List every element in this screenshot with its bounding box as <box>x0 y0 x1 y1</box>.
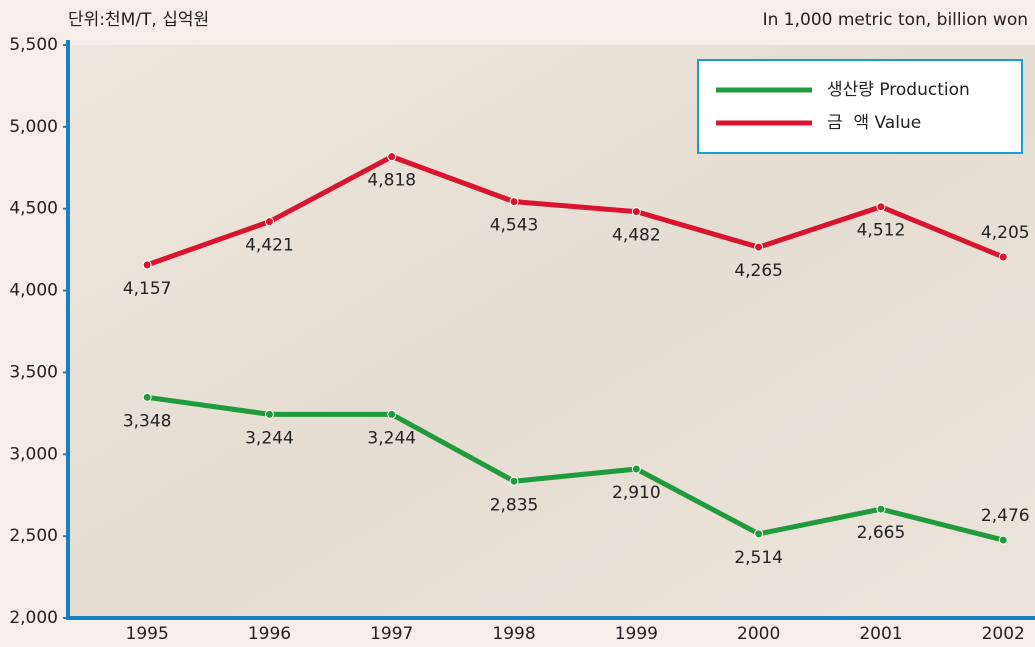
point <box>265 410 273 418</box>
x-tick-label: 1997 <box>370 624 413 644</box>
y-tick-label: 2,000 <box>9 608 58 628</box>
x-tick-label: 1995 <box>126 624 169 644</box>
value-label: 2,665 <box>857 523 906 543</box>
point <box>755 530 763 538</box>
value-label: 3,244 <box>245 428 294 448</box>
y-tick-label: 5,000 <box>9 117 58 137</box>
unit-label-ko: 단위:천M/T, 십억원 <box>68 10 209 30</box>
y-tick-label: 4,000 <box>9 281 58 301</box>
y-tick-label: 3,000 <box>9 444 58 464</box>
point <box>999 253 1007 261</box>
point <box>755 243 763 251</box>
point <box>510 198 518 206</box>
legend-label: 생산량 Production <box>827 80 970 100</box>
point <box>999 536 1007 544</box>
value-label: 4,543 <box>490 216 539 236</box>
point <box>632 208 640 216</box>
y-tick-label: 3,500 <box>9 362 58 382</box>
value-label: 2,910 <box>612 483 661 503</box>
y-tick-label: 4,500 <box>9 199 58 219</box>
y-tick-label: 5,500 <box>9 35 58 55</box>
x-tick-label: 1996 <box>248 624 291 644</box>
point <box>143 393 151 401</box>
value-label: 4,265 <box>734 261 783 281</box>
y-tick-label: 2,500 <box>9 526 58 546</box>
value-label: 3,348 <box>123 411 172 431</box>
legend-label: 금 액 Value <box>827 113 921 133</box>
value-label: 2,835 <box>490 495 539 515</box>
value-label: 3,244 <box>367 428 416 448</box>
x-tick-label: 2002 <box>982 624 1025 644</box>
point <box>877 203 885 211</box>
value-label: 4,421 <box>245 236 294 256</box>
chart: 단위:천M/T, 십억원 In 1,000 metric ton, billio… <box>0 0 1035 647</box>
point <box>877 505 885 513</box>
legend-box <box>698 60 1022 153</box>
x-tick-label: 2000 <box>737 624 780 644</box>
point <box>143 261 151 269</box>
point <box>510 477 518 485</box>
value-label: 2,514 <box>734 548 783 568</box>
x-tick-label: 1998 <box>492 624 535 644</box>
x-tick-label: 1999 <box>615 624 658 644</box>
unit-label-en: In 1,000 metric ton, billion won <box>763 10 1028 30</box>
point <box>265 218 273 226</box>
value-label: 4,157 <box>123 279 172 299</box>
value-label: 4,512 <box>857 221 906 241</box>
value-label: 4,205 <box>981 223 1030 243</box>
value-label: 2,476 <box>981 506 1030 526</box>
x-tick-label: 2001 <box>859 624 902 644</box>
point <box>388 410 396 418</box>
point <box>632 465 640 473</box>
value-label: 4,482 <box>612 226 661 246</box>
value-label: 4,818 <box>367 171 416 191</box>
point <box>388 153 396 161</box>
